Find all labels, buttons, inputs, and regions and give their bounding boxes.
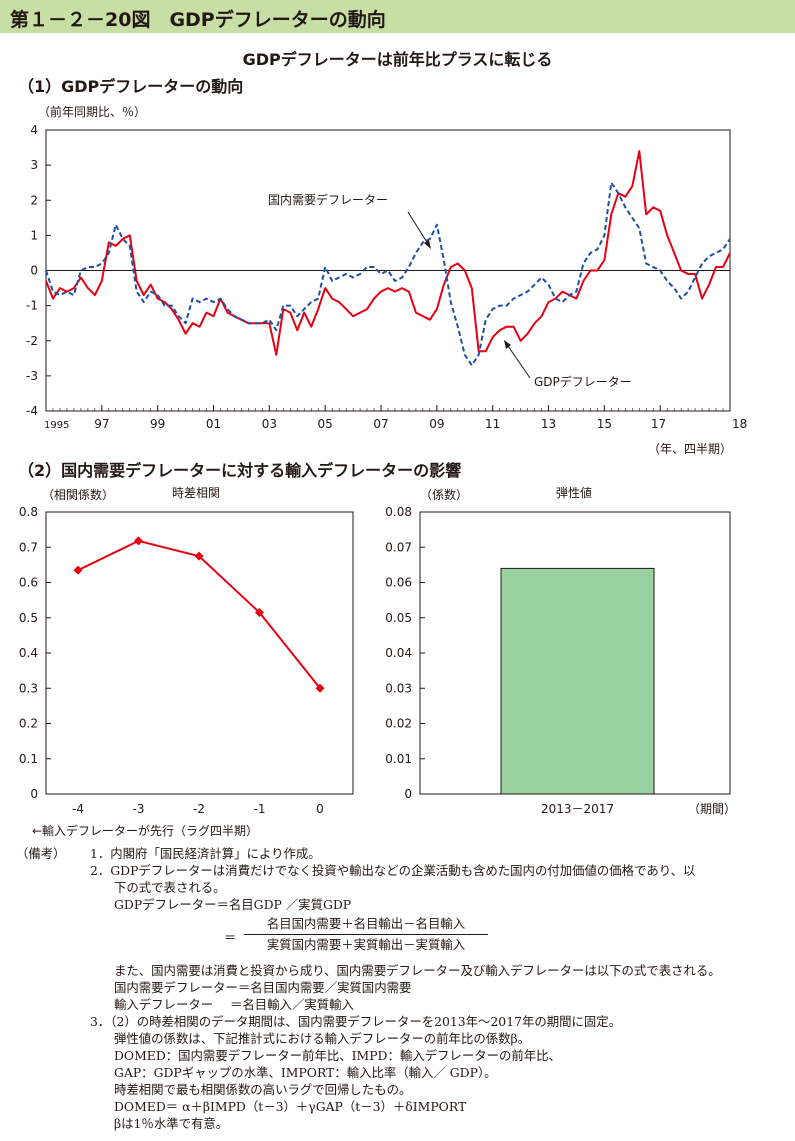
y-tick-label: 4 <box>30 123 38 137</box>
y-tick-label: 0.02 <box>385 717 412 731</box>
y-tick-label: 0.3 <box>19 681 38 695</box>
fraction-denominator: 実質国内需要＋実質輸出－実質輸入 <box>266 937 466 952</box>
y-tick-label: -2 <box>26 334 38 348</box>
elast-x-unit: （期間） <box>688 802 737 816</box>
elasticity-bar <box>500 567 655 795</box>
y-tick-label: 0.08 <box>385 505 412 519</box>
y-tick-label: 0.06 <box>385 576 412 590</box>
correlation-point <box>194 551 204 561</box>
x-tick-label: 01 <box>206 417 221 431</box>
corr-y-unit: （相関係数） <box>42 488 115 502</box>
y-tick-label: -1 <box>26 299 38 313</box>
y-tick-label: 0.5 <box>19 611 38 625</box>
panel2-title: （2）国内需要デフレーターに対する輸入デフレーターの影響 <box>18 461 462 480</box>
x-tick-label: -2 <box>193 802 205 816</box>
formula-import-rhs: ＝名目輸入／実質輸入 <box>230 997 354 1012</box>
correlation-point <box>255 607 264 617</box>
x-tick-label: -4 <box>72 802 84 816</box>
x-tick-label: 97 <box>94 417 109 431</box>
correlation-point <box>134 536 143 546</box>
x-tick-label: 1995 <box>44 420 69 431</box>
headline: GDPデフレーターは前年比プラスに転じる <box>242 50 553 69</box>
note-1: 1．内閣府「国民経済計算」により作成。 <box>90 846 321 861</box>
x-tick-label: 0 <box>316 802 324 816</box>
note-3e: 時差相関で最も相関係数の高いラグで回帰したもの。 <box>114 1082 412 1097</box>
gdp-deflator-chart: 4 3 2 1 0 -1 -2 -3 -4 1995 97 99 01 03 05 07 09 11 13 15 17 1… <box>26 123 747 431</box>
x-tick-label: 17 <box>651 417 666 431</box>
formula-equals: ＝ <box>224 930 237 945</box>
panel1-y-unit: （前年同期比、％） <box>38 105 147 119</box>
elast-title: 弾性値 <box>556 486 593 500</box>
note-3a: 3．（2）の時差相関のデータ期間は、国内需要デフレーターを2013年～2017年… <box>90 1014 622 1029</box>
note-3c: DOMED：国内需要デフレーター前年比、IMPD：輸入デフレーターの前年比、 <box>114 1048 561 1063</box>
y-tick-label: 0.8 <box>19 505 38 519</box>
gdp-deflator-pointer <box>507 345 531 379</box>
note-3b: 弾性値の係数は、下記推計式における輸入デフレーターの前年比の係数β。 <box>114 1031 531 1046</box>
formula-import-label: 輸入デフレーター <box>114 997 214 1012</box>
y-tick-label: 0 <box>30 264 38 278</box>
x-tick-label: 05 <box>318 417 333 431</box>
domestic-deflator-series <box>45 181 731 367</box>
note-2b: 下の式で表される。 <box>114 880 226 895</box>
gdp-deflator-label: GDPデフレーター <box>534 374 632 389</box>
formula-fraction: 名目国内需要＋名目輸出－名目輸入 実質国内需要＋実質輸出－実質輸入 <box>244 915 488 953</box>
notes-prefix: （備考） <box>16 846 66 861</box>
y-tick-label: 0.6 <box>19 576 38 590</box>
panel1-title: （1）GDPデフレーターの動向 <box>18 77 244 96</box>
lag-correlation-chart: 0.8 0.7 0.6 0.5 0.4 0.3 0.2 0.1 0 -4 -3 -2 -1 0 <box>19 505 354 816</box>
y-tick-label: -3 <box>26 369 38 383</box>
y-tick-label: 1 <box>30 228 38 242</box>
panel1-x-unit: （年、四半期） <box>648 442 733 456</box>
x-tick-label: 18 <box>732 417 747 431</box>
y-tick-label: 0.01 <box>385 752 412 766</box>
x-tick-label: 07 <box>373 417 388 431</box>
gdp-deflator-series <box>45 150 731 356</box>
figure-title: 第１－２－20図 GDPデフレーターの動向 <box>10 9 386 31</box>
y-tick-label: 0.04 <box>385 646 412 660</box>
x-tick-label: -1 <box>254 802 266 816</box>
y-tick-label: 0.1 <box>19 752 38 766</box>
domestic-deflator-label: 国内需要デフレーター <box>268 192 388 207</box>
y-tick-label: 0.4 <box>19 646 38 660</box>
corr-lead-note: ←輸入デフレーターが先行（ラグ四半期） <box>32 824 259 838</box>
gdp-deflator-arrowhead <box>504 340 511 349</box>
note-2c: また、国内需要は消費と投資から成り、国内需要デフレーター及び輸入デフレーターは以… <box>114 963 721 978</box>
domestic-deflator-pointer <box>407 211 429 245</box>
corr-title: 時差相関 <box>172 486 221 500</box>
note-2a: 2．GDPデフレーターは消費だけでなく投資や輸出などの企業活動も含めた国内の付加… <box>90 863 696 878</box>
x-tick-label: 99 <box>150 417 165 431</box>
formula-gdp: GDPデフレーター＝名目GDP ／実質GDP <box>114 897 352 912</box>
domestic-deflator-arrowhead <box>424 240 431 249</box>
x-tick-label: 03 <box>262 417 277 431</box>
title-band <box>0 0 795 33</box>
y-tick-label: 0.05 <box>385 611 412 625</box>
elast-y-unit: （係数） <box>420 488 469 502</box>
elasticity-chart: 0.08 0.07 0.06 0.05 0.04 0.03 0.02 0.01 0 2013－20… <box>385 505 731 816</box>
x-tick-label: 2013－2017 <box>541 802 614 816</box>
y-tick-label: 3 <box>30 158 38 172</box>
fraction-bar <box>244 934 488 935</box>
y-tick-label: 0.03 <box>385 681 412 695</box>
y-tick-label: 0.7 <box>19 540 38 554</box>
formula-domestic: 国内需要デフレーター＝名目国内需要／実質国内需要 <box>114 980 412 995</box>
note-3f: DOMED＝ α＋βIMPD（t－3）＋γGAP（t－3）＋δIMPORT <box>114 1099 467 1114</box>
x-tick-label: 11 <box>485 417 500 431</box>
y-tick-label: -4 <box>26 404 38 418</box>
y-tick-label: 0 <box>30 787 38 801</box>
x-tick-label: 15 <box>597 417 612 431</box>
y-tick-label: 0.2 <box>19 717 38 731</box>
y-tick-label: 0 <box>404 787 412 801</box>
fraction-numerator: 名目国内需要＋名目輸出－名目輸入 <box>266 916 466 931</box>
note-3g: βは1％水準で有意。 <box>114 1116 229 1131</box>
x-tick-label: 13 <box>541 417 556 431</box>
y-tick-label: 2 <box>30 193 38 207</box>
correlation-point <box>315 683 325 693</box>
correlation-point <box>73 565 83 575</box>
x-tick-label: 09 <box>429 417 444 431</box>
x-tick-label: -3 <box>133 802 145 816</box>
note-3d: GAP：GDPギャップの水準、IMPORT：輸入比率（輸入／ GDP）。 <box>114 1065 497 1080</box>
y-tick-label: 0.07 <box>385 540 412 554</box>
